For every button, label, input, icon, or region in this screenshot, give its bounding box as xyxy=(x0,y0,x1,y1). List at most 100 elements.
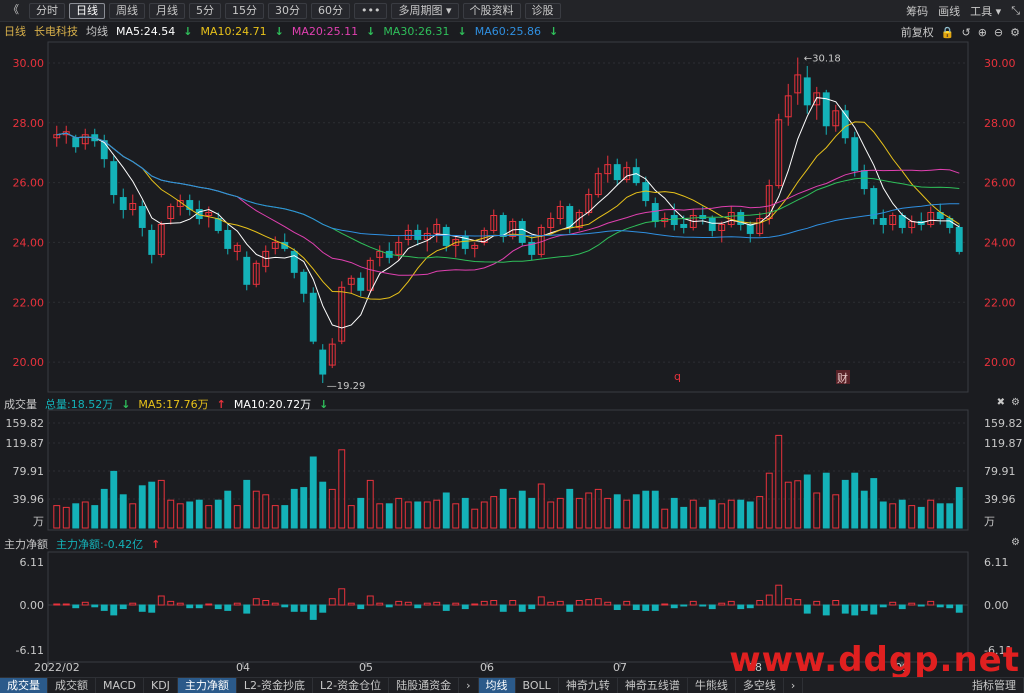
watermark: www.ddgp.net xyxy=(729,640,1020,680)
close-icon[interactable]: ✖ xyxy=(996,397,1006,408)
flow-tick-right: 0.00 xyxy=(984,599,1009,612)
gear-icon[interactable]: ⚙ xyxy=(1011,537,1020,548)
volume-bar xyxy=(347,505,355,529)
candle-body xyxy=(300,271,308,294)
period-tab-5min[interactable]: 5分 xyxy=(189,2,221,19)
settings-icon[interactable]: ⚙ xyxy=(1010,25,1020,39)
candle-body xyxy=(442,226,450,246)
flow-bar xyxy=(870,604,878,615)
flow-bar xyxy=(632,604,640,610)
tab-boll[interactable]: BOLL xyxy=(516,678,559,693)
flow-bar xyxy=(480,600,488,606)
ma5-value: MA5:24.54 ↓ xyxy=(116,24,193,38)
tab-kdj[interactable]: KDJ xyxy=(144,678,178,693)
tab-nine-turn[interactable]: 神奇九转 xyxy=(559,678,618,693)
flow-bar xyxy=(955,604,963,613)
diagnose-button[interactable]: 诊股 xyxy=(524,2,561,19)
period-tab-30min[interactable]: 30分 xyxy=(268,2,307,19)
flow-bar xyxy=(53,603,61,606)
candle-body xyxy=(110,161,118,196)
flow-controls: ⚙ xyxy=(1011,537,1020,548)
tab-main-flow[interactable]: 主力净额 xyxy=(177,678,237,693)
draw-line-button[interactable]: 画线 xyxy=(938,5,961,18)
period-tab-monthly[interactable]: 月线 xyxy=(149,2,185,19)
back-button[interactable]: 《 xyxy=(8,2,19,16)
candle-body xyxy=(309,292,317,342)
chips-button[interactable]: 筹码 xyxy=(906,5,929,18)
tab-l2-bottom[interactable]: L2-资金抄底 xyxy=(237,678,314,693)
flow-bar xyxy=(461,604,469,610)
lock-icon[interactable]: 🔒 xyxy=(940,25,955,39)
volume-tick-right: 119.87 xyxy=(984,437,1023,450)
volume-bar xyxy=(480,501,488,529)
period-tab-intraday[interactable]: 分时 xyxy=(29,2,65,19)
flow-bar xyxy=(433,601,441,606)
volume-bar xyxy=(100,488,108,529)
event-marker-finance: 财 xyxy=(837,371,848,385)
tab-l2-position[interactable]: L2-资金仓位 xyxy=(313,678,390,693)
flow-bar xyxy=(328,598,336,606)
candle-body xyxy=(252,262,260,285)
tab-bull-bear[interactable]: 牛熊线 xyxy=(688,678,736,693)
price-tick-right: 24.00 xyxy=(984,236,1016,249)
volume-bar xyxy=(129,503,137,529)
flow-bar xyxy=(452,602,460,606)
more-periods-button[interactable]: ••• xyxy=(354,2,388,19)
flow-bar xyxy=(395,600,403,606)
candle-body xyxy=(556,206,564,219)
volume-bar xyxy=(195,499,203,529)
candle-body xyxy=(822,92,830,127)
candle-body xyxy=(490,215,498,231)
volume-bar xyxy=(328,488,336,529)
flow-tick-right: 6.11 xyxy=(984,556,1009,569)
ma5-line xyxy=(56,97,960,329)
tabs-scroll-right[interactable]: › xyxy=(459,678,479,693)
flow-bar xyxy=(490,600,498,606)
flow-bar xyxy=(680,604,688,607)
candle-body xyxy=(138,206,146,228)
flow-bar xyxy=(309,604,317,620)
ma10-line xyxy=(56,121,960,300)
indicator-manage-button[interactable]: 指标管理 xyxy=(965,678,1024,693)
tab-five-lines[interactable]: 神奇五线谱 xyxy=(618,678,688,693)
ma-settings-label[interactable]: 均线 xyxy=(86,25,108,38)
gear-icon[interactable]: ⚙ xyxy=(1011,397,1020,408)
flow-tick-left: 0.00 xyxy=(20,599,45,612)
volume-bar xyxy=(775,434,783,529)
zoom-out-icon[interactable]: ⊖ xyxy=(993,25,1004,39)
volume-bar xyxy=(167,499,175,529)
volume-bar xyxy=(110,470,118,529)
tools-dropdown[interactable]: 工具 ▾ xyxy=(970,5,1002,18)
restore-mode[interactable]: 前复权 xyxy=(900,26,934,39)
tab-long-short[interactable]: 多空线 xyxy=(736,678,784,693)
candle-body xyxy=(319,349,327,375)
price-tick-left: 28.00 xyxy=(13,117,45,130)
period-tab-15min[interactable]: 15分 xyxy=(225,2,264,19)
flow-bar xyxy=(642,604,650,611)
period-tab-daily[interactable]: 日线 xyxy=(69,2,105,19)
volume-bar xyxy=(585,492,593,529)
volume-bar xyxy=(395,497,403,529)
stock-info-button[interactable]: 个股资料 xyxy=(462,2,521,19)
volume-bar xyxy=(423,501,431,529)
period-tab-weekly[interactable]: 周线 xyxy=(109,2,145,19)
candle-body xyxy=(832,110,840,127)
flow-bar xyxy=(746,604,754,609)
fullscreen-icon[interactable]: ⤡ xyxy=(1011,4,1020,17)
flow-bar xyxy=(214,604,222,610)
undo-icon[interactable]: ↺ xyxy=(961,25,971,39)
ma20-value: MA20:25.11 ↓ xyxy=(291,24,376,38)
tab-macd[interactable]: MACD xyxy=(96,678,144,693)
price-tick-left: 30.00 xyxy=(13,57,45,70)
volume-bar xyxy=(841,479,849,529)
tab-amount[interactable]: 成交额 xyxy=(48,678,96,693)
tab-northbound[interactable]: 陆股通资金 xyxy=(389,678,460,693)
tab-volume[interactable]: 成交量 xyxy=(0,678,48,693)
multi-period-dropdown[interactable]: 多周期图 ▾ xyxy=(391,2,459,19)
volume-bar xyxy=(53,505,61,529)
period-tab-60min[interactable]: 60分 xyxy=(311,2,350,19)
tab-ma[interactable]: 均线 xyxy=(478,678,516,693)
tabs-scroll-right-2[interactable]: › xyxy=(784,678,804,693)
volume-bar xyxy=(366,479,374,529)
zoom-in-icon[interactable]: ⊕ xyxy=(977,25,987,39)
